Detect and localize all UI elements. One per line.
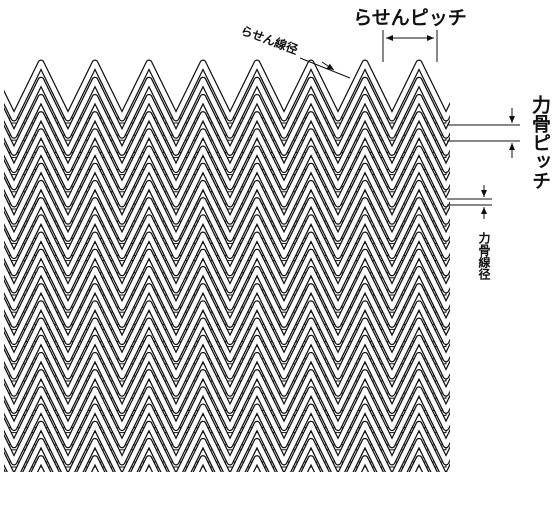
spiral-fill xyxy=(4,439,437,472)
spiral-fill xyxy=(4,301,450,362)
spiral-fill xyxy=(4,370,450,430)
rod-wire-dimension xyxy=(447,185,492,219)
spiral-fill xyxy=(4,95,450,155)
rod-pitch-label: 力骨ピッチ xyxy=(529,94,551,190)
spiral-fill xyxy=(4,146,450,207)
spiral-fill xyxy=(4,181,450,241)
spiral-fill xyxy=(4,335,450,396)
spiral-fill xyxy=(4,404,450,465)
rod-pitch-dimension xyxy=(447,108,520,158)
spiral-fill xyxy=(4,163,450,224)
spiral-fill xyxy=(4,77,450,138)
spiral-fill xyxy=(4,421,450,472)
spiral-pitch-dimension xyxy=(382,30,438,62)
spiral-fill xyxy=(4,129,450,190)
spiral-fill xyxy=(4,60,450,121)
spiral-wire-dimension xyxy=(299,57,351,79)
spiral-fill xyxy=(4,318,450,379)
spiral-fill xyxy=(4,387,450,448)
spirals xyxy=(4,59,450,472)
spiral-fill xyxy=(4,232,450,293)
spiral-fill xyxy=(4,353,450,413)
spiral-fill xyxy=(4,249,450,310)
rod-wire-diameter-label: 力骨線径 xyxy=(477,231,491,281)
spiral-fill xyxy=(4,267,450,327)
spiral-fill xyxy=(4,112,450,172)
spiral-fill xyxy=(4,198,450,258)
spiral-fill xyxy=(4,215,450,276)
spiral-fill xyxy=(4,284,450,344)
spiral-wire-diameter-label: らせん線径 xyxy=(239,23,300,58)
spiral-fill xyxy=(31,456,429,472)
spiral-pitch-label: らせんピッチ xyxy=(353,7,467,29)
